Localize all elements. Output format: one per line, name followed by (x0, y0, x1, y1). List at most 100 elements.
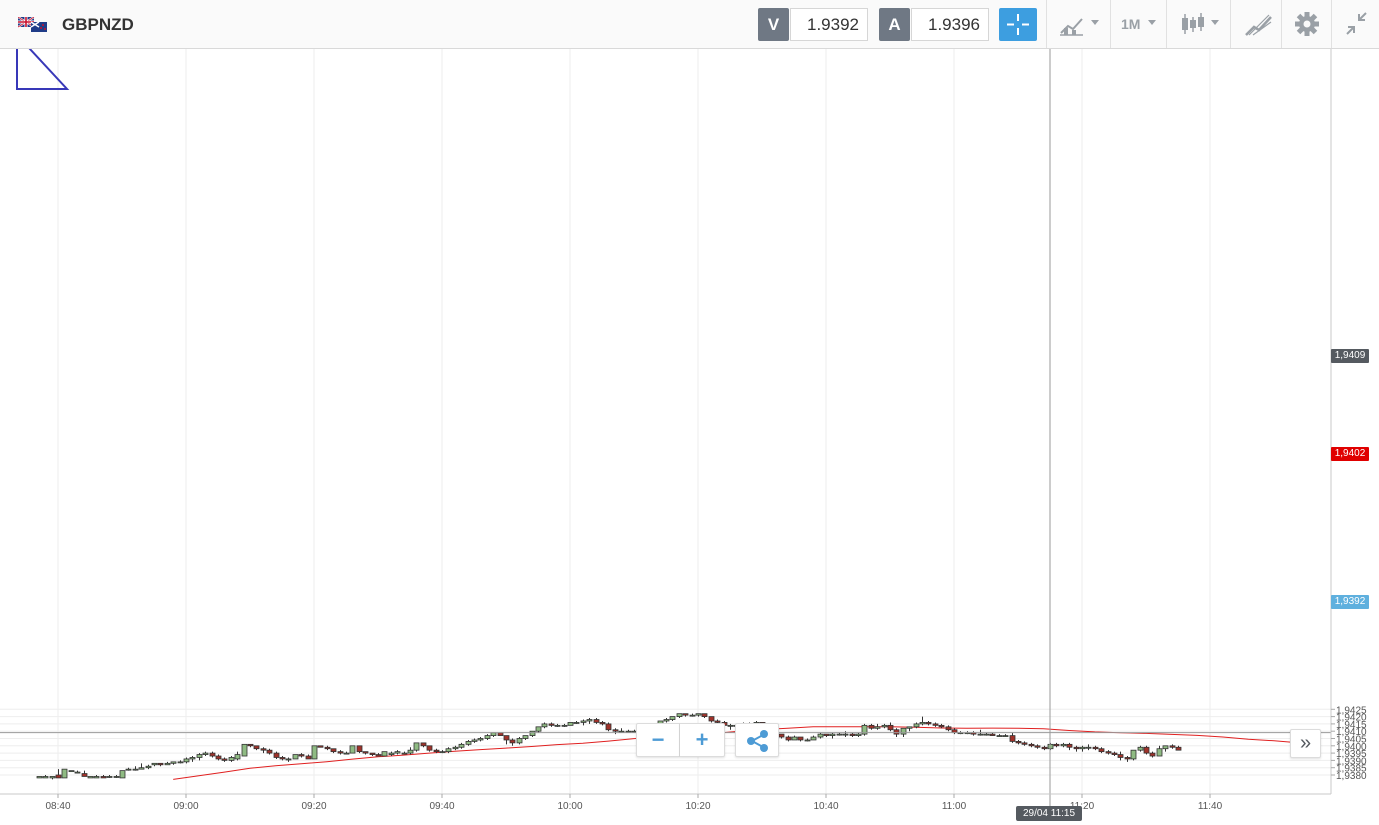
candle (375, 753, 382, 757)
candle (778, 733, 785, 739)
candle-body-bear (714, 720, 721, 723)
candle-body-bull (1156, 748, 1163, 757)
candle-body-bear (989, 733, 996, 736)
candle (324, 745, 331, 751)
candle (394, 750, 401, 755)
candle (401, 751, 408, 755)
candle (439, 750, 446, 754)
candle-body-bear (797, 736, 804, 741)
crosshair-time-tag: 29/04 11:15 (1016, 806, 1082, 821)
candle-body-bull (810, 736, 817, 741)
candle (196, 753, 203, 761)
crosshair-button[interactable] (999, 8, 1037, 41)
timeframe-button[interactable]: 1M (1110, 0, 1166, 48)
candle (369, 752, 376, 757)
candle-body-bear (55, 774, 62, 779)
candle-body-bull (983, 733, 990, 736)
crosshair-icon (1007, 14, 1029, 35)
candle-body-bull (529, 730, 536, 736)
candle (689, 713, 696, 717)
time-axis-label: 10:40 (813, 801, 838, 812)
scroll-to-latest-button[interactable]: » (1290, 729, 1321, 758)
candle (413, 742, 420, 752)
settings-button[interactable] (1281, 0, 1331, 48)
candle-body-bull (349, 745, 356, 754)
candle (1041, 745, 1048, 751)
candle-body-bull (465, 741, 472, 745)
candle (1092, 745, 1099, 751)
ask-price[interactable]: 1.9396 (911, 8, 989, 41)
candle (183, 757, 190, 764)
candle-body-bull (439, 751, 446, 754)
candle (503, 735, 510, 745)
candle-body-bull (228, 757, 235, 761)
candle (548, 722, 555, 727)
candle (586, 718, 593, 724)
candle (458, 742, 465, 749)
candle (221, 757, 228, 762)
candle-body-bear (548, 723, 555, 726)
chart-type-button[interactable] (1166, 0, 1230, 48)
candle-body-bull (906, 726, 913, 729)
candle (228, 756, 235, 762)
candle (906, 726, 913, 732)
time-axis: 08:40 09:00 09:20 09:40 10:00 10:20 10:40 11:00… (45, 794, 1223, 812)
candle-body-bear (221, 758, 228, 761)
candle-body-bear (785, 736, 792, 741)
candle-body-bear (1015, 741, 1022, 744)
candle (74, 770, 81, 774)
line-chart-icon (1060, 18, 1083, 36)
candle-body-bull (900, 727, 907, 735)
candle (727, 723, 734, 730)
price-chart[interactable]: 1,93801,93851,93901,93951,94001,94051,94… (0, 49, 1379, 825)
candle-body-bull (727, 724, 734, 727)
candle-body-bull (1079, 746, 1086, 750)
candle-body-bear (369, 752, 376, 755)
zoom-in-button[interactable]: + (680, 723, 725, 757)
bid-price[interactable]: 1.9392 (790, 8, 868, 41)
indicators-button[interactable] (1230, 0, 1281, 48)
candle (452, 745, 459, 751)
candle (1085, 744, 1092, 751)
candle-body-bull (567, 722, 574, 726)
candle-body-bull (919, 722, 926, 725)
candle-body-bear (305, 755, 312, 760)
candle-body-bull (61, 768, 68, 779)
candle-body-bull (804, 739, 811, 742)
candle (100, 775, 107, 779)
candle-body-bull (881, 724, 888, 728)
candle (132, 766, 139, 771)
share-button[interactable] (735, 723, 779, 757)
candle (938, 723, 945, 729)
candle (407, 747, 414, 755)
candle-body-bear (509, 739, 516, 744)
candle-body-bull (554, 724, 561, 727)
candle-body-bear (337, 751, 344, 754)
candle-body-bear (317, 745, 324, 748)
candle-body-bull (535, 726, 542, 732)
instrument-symbol[interactable]: GBPNZD (62, 15, 134, 34)
candle-body-bull (183, 758, 190, 763)
candle (1130, 749, 1137, 761)
candle-body-bull (407, 749, 414, 754)
candle-body-bull (394, 751, 401, 754)
price-axis-label: 1,9405 (1336, 735, 1367, 746)
candle-body-bull (458, 743, 465, 748)
triangle-drawing-tool[interactable] (16, 49, 70, 90)
drawing-tools-button[interactable] (1046, 0, 1110, 48)
candle-body-bear (932, 723, 939, 726)
candle-body-bear (1098, 748, 1105, 753)
candle (1162, 745, 1169, 752)
candle-body-bear (426, 745, 433, 751)
candle (381, 751, 388, 757)
zoom-out-button[interactable]: − (636, 723, 680, 757)
candle-body-bull (381, 751, 388, 757)
candle (541, 722, 548, 729)
candle (234, 751, 241, 761)
candle (945, 725, 952, 732)
collapse-chart-button[interactable] (1331, 0, 1379, 48)
candle (465, 739, 472, 746)
candle-body-bear (1124, 757, 1131, 760)
candle-body-bull (234, 754, 241, 760)
candle-body-bear (1034, 745, 1041, 748)
